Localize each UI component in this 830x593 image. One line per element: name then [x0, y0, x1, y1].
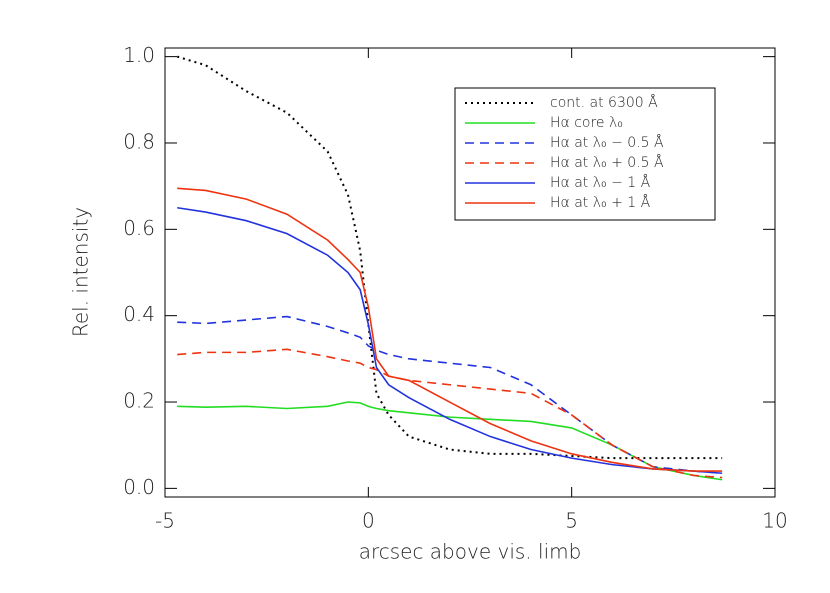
legend: cont. at 6300 Å Hα core λ₀ Hα at λ₀ − 0.5 … — [454, 87, 716, 221]
y-tick-label: 0.4 — [123, 302, 155, 326]
legend-box — [454, 87, 716, 221]
x-axis-label: arcsec above vis. limb — [359, 540, 582, 564]
x-tick-label: 10 — [762, 509, 787, 533]
y-tick-label: 0.8 — [123, 129, 155, 153]
y-tick-label: 1.0 — [123, 43, 155, 67]
y-tick-label: 0.0 — [123, 475, 155, 499]
plot-frame — [164, 47, 776, 498]
legend-label: cont. at 6300 Å — [550, 94, 658, 111]
x-tick-label: -5 — [155, 509, 175, 533]
legend-label: Hα core λ₀ — [550, 115, 623, 131]
y-tick-label: 0.6 — [123, 216, 155, 240]
series-line — [177, 187, 723, 472]
series-line — [177, 348, 723, 479]
y-axis-label: Rel. intensity — [69, 207, 93, 337]
legend-label: Hα at λ₀ − 0.5 Å — [550, 134, 664, 151]
x-tick-label: 0 — [362, 509, 375, 533]
y-tick-label: 0.2 — [123, 389, 155, 413]
legend-label: Hα at λ₀ + 1 Å — [550, 194, 651, 211]
x-tick-label: 5 — [565, 509, 578, 533]
series-line — [177, 206, 723, 475]
legend-label: Hα at λ₀ + 0.5 Å — [550, 154, 664, 171]
legend-label: Hα at λ₀ − 1 Å — [550, 174, 651, 191]
series-line — [177, 315, 723, 475]
